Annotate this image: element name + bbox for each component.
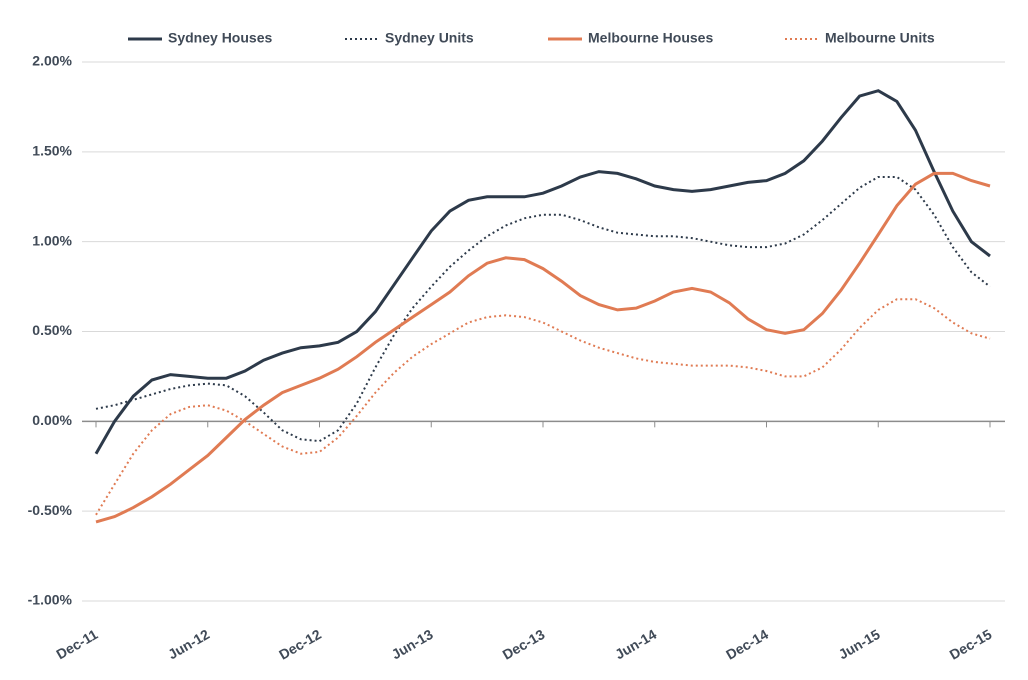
line-series bbox=[95, 176, 991, 443]
y-tick-label: 1.50% bbox=[32, 143, 72, 159]
x-tick-label: Dec-12 bbox=[276, 626, 324, 663]
legend-label: Melbourne Units bbox=[825, 30, 935, 46]
line-series bbox=[95, 171, 991, 524]
y-tick-label: 0.00% bbox=[32, 412, 72, 428]
x-tick-label: Dec-13 bbox=[500, 626, 548, 663]
legend-label: Sydney Units bbox=[385, 30, 474, 46]
x-tick-label: Dec-14 bbox=[723, 626, 771, 663]
legend-label: Melbourne Houses bbox=[588, 30, 713, 46]
x-tick-label: Dec-15 bbox=[947, 626, 995, 663]
y-tick-label: 1.00% bbox=[32, 232, 72, 248]
y-tick-label: 0.50% bbox=[32, 322, 72, 338]
y-tick-label: -1.00% bbox=[28, 592, 73, 608]
x-tick-label: Jun-12 bbox=[165, 626, 212, 663]
y-tick-label: 2.00% bbox=[32, 53, 72, 69]
x-tick-label: Dec-11 bbox=[53, 626, 100, 663]
line-series bbox=[94, 89, 991, 455]
x-tick-label: Jun-13 bbox=[389, 626, 436, 663]
legend-label: Sydney Houses bbox=[168, 30, 272, 46]
x-tick-label: Jun-14 bbox=[612, 626, 659, 663]
x-tick-label: Jun-15 bbox=[836, 626, 883, 663]
y-tick-label: -0.50% bbox=[28, 502, 73, 518]
line-series bbox=[95, 298, 991, 516]
